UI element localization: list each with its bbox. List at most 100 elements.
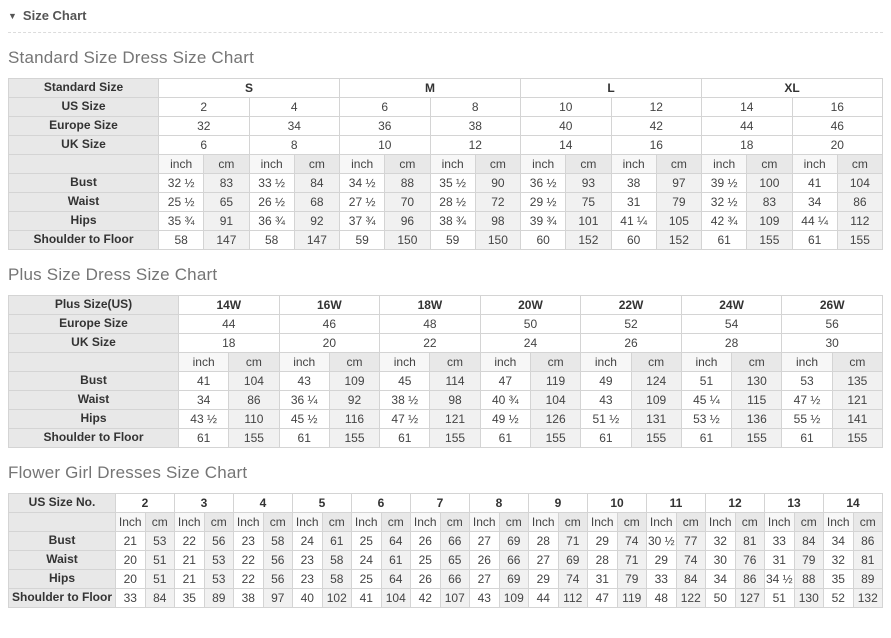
- value-cell: 30: [705, 550, 736, 570]
- value-cell: 8: [469, 493, 529, 513]
- value-cell: 49: [580, 371, 632, 391]
- value-cell: 72: [474, 192, 522, 212]
- value-cell: 119: [616, 588, 647, 608]
- value-cell: 112: [836, 211, 884, 231]
- value-cell: 155: [836, 230, 884, 250]
- row-label-cell: Waist: [8, 390, 179, 410]
- value-cell: 34: [705, 569, 736, 589]
- unit-cell: inch: [700, 154, 748, 174]
- value-cell: 68: [293, 192, 341, 212]
- section-title: Size Chart: [22, 8, 87, 23]
- value-cell: 88: [793, 569, 824, 589]
- value-cell: 61: [379, 428, 431, 448]
- unit-cell: Inch: [705, 512, 736, 532]
- value-cell: 14: [520, 135, 612, 155]
- unit-cell: inch: [479, 352, 531, 372]
- value-cell: 104: [228, 371, 280, 391]
- flower-girl-table: US Size No. 2 3 4 5 6 7 8 9 10 11 12 13 14 Inch cm Inch c…: [8, 493, 883, 608]
- value-cell: 127: [734, 588, 765, 608]
- value-cell: 116: [328, 409, 381, 429]
- value-cell: 38 ¾: [429, 211, 476, 231]
- value-cell: 46: [791, 116, 883, 136]
- value-cell: 22: [233, 550, 264, 570]
- table-row: Hips 43 ½ 110 45 ½ 116 47 ½ 121 49 ½ 126 51 ½ 131 5…: [8, 409, 884, 429]
- value-cell: 84: [675, 569, 706, 589]
- value-cell: 69: [498, 569, 529, 589]
- value-cell: S: [158, 78, 340, 98]
- value-cell: 77: [675, 531, 706, 551]
- value-cell: 18W: [379, 295, 481, 315]
- row-label-cell: Europe Size: [8, 116, 159, 136]
- value-cell: 58: [262, 531, 293, 551]
- value-cell: 86: [852, 531, 883, 551]
- value-cell: 58: [248, 230, 295, 250]
- value-cell: 39 ½: [700, 173, 748, 193]
- value-cell: 86: [734, 569, 765, 589]
- value-cell: 152: [565, 230, 612, 250]
- value-cell: 135: [831, 371, 884, 391]
- row-label-cell: Bust: [8, 531, 116, 551]
- unit-cell: Inch: [174, 512, 205, 532]
- value-cell: 98: [429, 390, 481, 410]
- value-cell: 43: [278, 371, 330, 391]
- value-cell: 12: [429, 135, 521, 155]
- value-cell: 32: [158, 116, 250, 136]
- unit-cell: Inch: [646, 512, 677, 532]
- value-cell: 12: [705, 493, 765, 513]
- value-cell: 126: [529, 409, 582, 429]
- value-cell: 56: [262, 550, 293, 570]
- value-cell: 79: [655, 192, 703, 212]
- plus-size-chart-title: Plus Size Dress Size Chart: [8, 265, 218, 284]
- value-cell: 155: [529, 428, 582, 448]
- value-cell: 107: [439, 588, 470, 608]
- table-row: Standard Size S M L XL: [8, 78, 883, 98]
- value-cell: 89: [203, 588, 234, 608]
- unit-cell: inch: [781, 352, 833, 372]
- value-cell: 47 ½: [379, 409, 431, 429]
- table-row: inch cm inch cm inch cm inch cm inch cm inch cm inch…: [8, 352, 884, 372]
- value-cell: 131: [630, 409, 682, 429]
- row-label-cell: US Size No.: [8, 493, 116, 513]
- unit-cell: inch: [519, 154, 567, 174]
- plus-size-table: Plus Size(US) 14W 16W 18W 20W 22W 24W 26W Europe…: [8, 295, 884, 448]
- unit-cell: cm: [262, 512, 293, 532]
- value-cell: 86: [836, 192, 884, 212]
- unit-cell: inch: [379, 352, 431, 372]
- unit-cell: Inch: [292, 512, 323, 532]
- size-chart-section-toggle[interactable]: ▼ Size Chart: [8, 5, 883, 33]
- value-cell: 33: [646, 569, 677, 589]
- value-cell: 104: [380, 588, 411, 608]
- value-cell: 75: [565, 192, 612, 212]
- value-cell: 34: [823, 531, 854, 551]
- value-cell: 30 ½: [646, 531, 677, 551]
- value-cell: 66: [439, 569, 470, 589]
- table-row: Shoulder to Floor 61 155 61 155 61 155 61 155 61 1…: [8, 428, 884, 448]
- value-cell: 6: [339, 97, 431, 117]
- unit-cell: inch: [680, 352, 733, 372]
- value-cell: 91: [203, 211, 250, 231]
- value-cell: 34: [177, 390, 230, 410]
- value-cell: 27: [469, 569, 500, 589]
- value-cell: 104: [529, 390, 582, 410]
- value-cell: 90: [474, 173, 522, 193]
- value-cell: 88: [384, 173, 431, 193]
- value-cell: 21: [174, 550, 205, 570]
- value-cell: 136: [731, 409, 783, 429]
- value-cell: 155: [228, 428, 280, 448]
- value-cell: 35: [823, 569, 854, 589]
- value-cell: 4: [248, 97, 340, 117]
- value-cell: 16: [791, 97, 883, 117]
- value-cell: 34: [791, 192, 838, 212]
- unit-cell: cm: [831, 352, 884, 372]
- value-cell: 109: [498, 588, 529, 608]
- value-cell: 6: [158, 135, 250, 155]
- value-cell: 74: [675, 550, 706, 570]
- value-cell: 49 ½: [479, 409, 531, 429]
- value-cell: 130: [793, 588, 824, 608]
- value-cell: 114: [429, 371, 481, 391]
- value-cell: 64: [380, 531, 411, 551]
- unit-cell: cm: [203, 154, 250, 174]
- value-cell: 51: [144, 550, 175, 570]
- table-row: Hips 20 51 21 53 22 56 23 58 25 64 26 66 27 69 29 74 31 79…: [8, 569, 883, 589]
- value-cell: 36 ¼: [278, 390, 330, 410]
